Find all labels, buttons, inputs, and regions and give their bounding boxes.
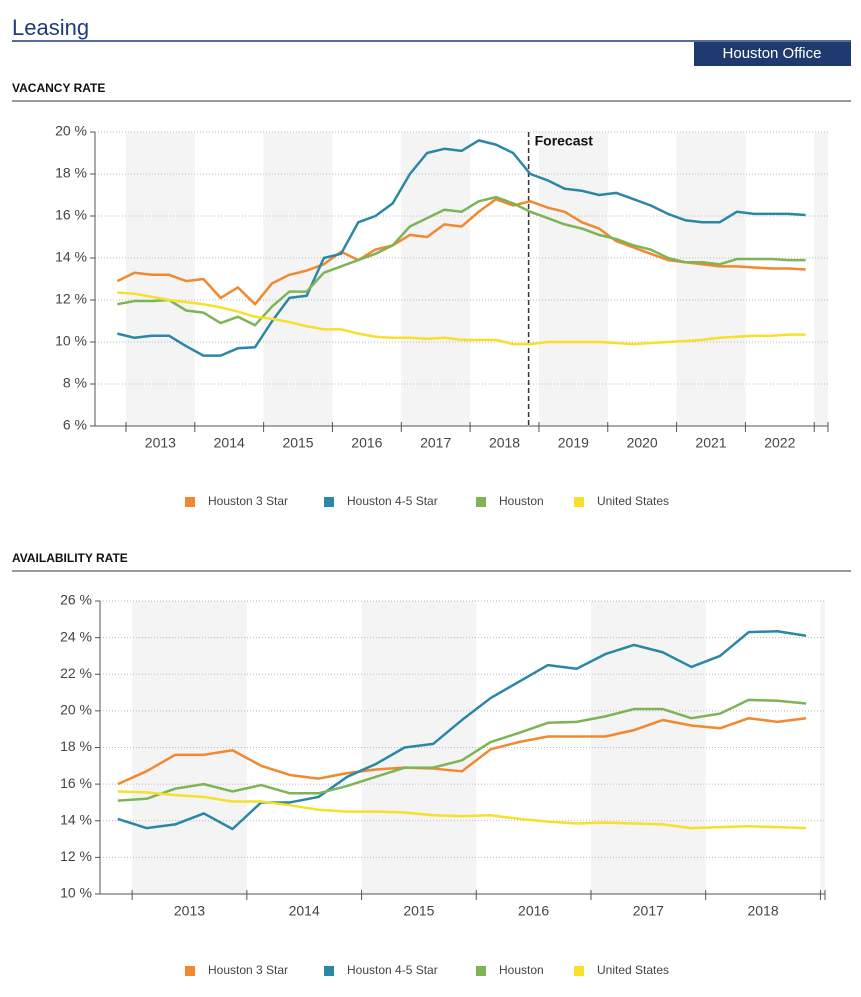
y-tick-label: 20 % [55, 123, 87, 139]
legend-swatch [476, 966, 486, 976]
y-tick-label: 20 % [60, 702, 92, 718]
y-tick-label: 8 % [63, 375, 87, 391]
series-line [117, 716, 807, 786]
y-tick-label: 10 % [60, 885, 92, 901]
series-line [117, 291, 806, 346]
x-tick-label: 2014 [289, 903, 320, 919]
x-tick-label: 2015 [403, 903, 434, 919]
legend-label: Houston [499, 494, 544, 508]
y-tick-label: 16 % [60, 775, 92, 791]
legend-swatch [324, 497, 334, 507]
y-tick-label: 22 % [60, 665, 92, 681]
page-title: Leasing [12, 15, 89, 40]
y-tick-label: 12 % [60, 848, 92, 864]
x-tick-label: 2021 [695, 435, 726, 451]
y-tick-label: 10 % [55, 333, 87, 349]
x-tick-label: 2018 [747, 903, 778, 919]
x-tick-label: 2015 [282, 435, 313, 451]
legend-label: United States [597, 494, 669, 508]
legend-swatch [574, 497, 584, 507]
y-tick-label: 12 % [55, 291, 87, 307]
year-band [820, 601, 825, 894]
x-tick-label: 2022 [764, 435, 795, 451]
year-band [814, 132, 828, 426]
year-band [401, 132, 471, 426]
series-line [117, 139, 806, 357]
x-tick-label: 2013 [174, 903, 205, 919]
legend-swatch [185, 497, 195, 507]
x-tick-label: 2019 [558, 435, 589, 451]
year-band [263, 132, 333, 426]
legend-label: Houston 3 Star [208, 494, 288, 508]
badge-text: Houston Office [723, 45, 822, 62]
y-tick-label: 18 % [55, 165, 87, 181]
y-tick-label: 6 % [63, 417, 87, 433]
y-tick-label: 24 % [60, 628, 92, 644]
x-tick-label: 2017 [420, 435, 451, 451]
x-tick-label: 2013 [145, 435, 176, 451]
annotation: Forecast [535, 133, 594, 149]
y-tick-label: 14 % [55, 249, 87, 265]
year-band [676, 132, 746, 426]
y-tick-label: 18 % [60, 738, 92, 754]
series-line [117, 698, 807, 802]
section-title: AVAILABILITY RATE [12, 551, 128, 565]
legend-swatch [476, 497, 486, 507]
section-title: VACANCY RATE [12, 81, 105, 95]
x-tick-label: 2016 [518, 903, 549, 919]
year-band [538, 132, 608, 426]
y-tick-label: 26 % [60, 592, 92, 608]
year-band [125, 132, 195, 426]
x-tick-label: 2018 [489, 435, 520, 451]
legend-label: Houston 3 Star [208, 963, 288, 977]
x-tick-label: 2014 [214, 435, 245, 451]
series-line [117, 790, 807, 830]
legend-swatch [574, 966, 584, 976]
legend-label: Houston 4-5 Star [347, 963, 438, 977]
badge-box [694, 42, 851, 66]
y-tick-label: 16 % [55, 207, 87, 223]
y-tick-label: 14 % [60, 811, 92, 827]
x-tick-label: 2016 [351, 435, 382, 451]
legend-swatch [324, 966, 334, 976]
series-line [117, 195, 806, 327]
legend-label: Houston 4-5 Star [347, 494, 438, 508]
series-line [117, 629, 807, 831]
x-tick-label: 2017 [633, 903, 664, 919]
x-tick-label: 2020 [627, 435, 658, 451]
legend-label: United States [597, 963, 669, 977]
legend-swatch [185, 966, 195, 976]
legend-label: Houston [499, 963, 544, 977]
